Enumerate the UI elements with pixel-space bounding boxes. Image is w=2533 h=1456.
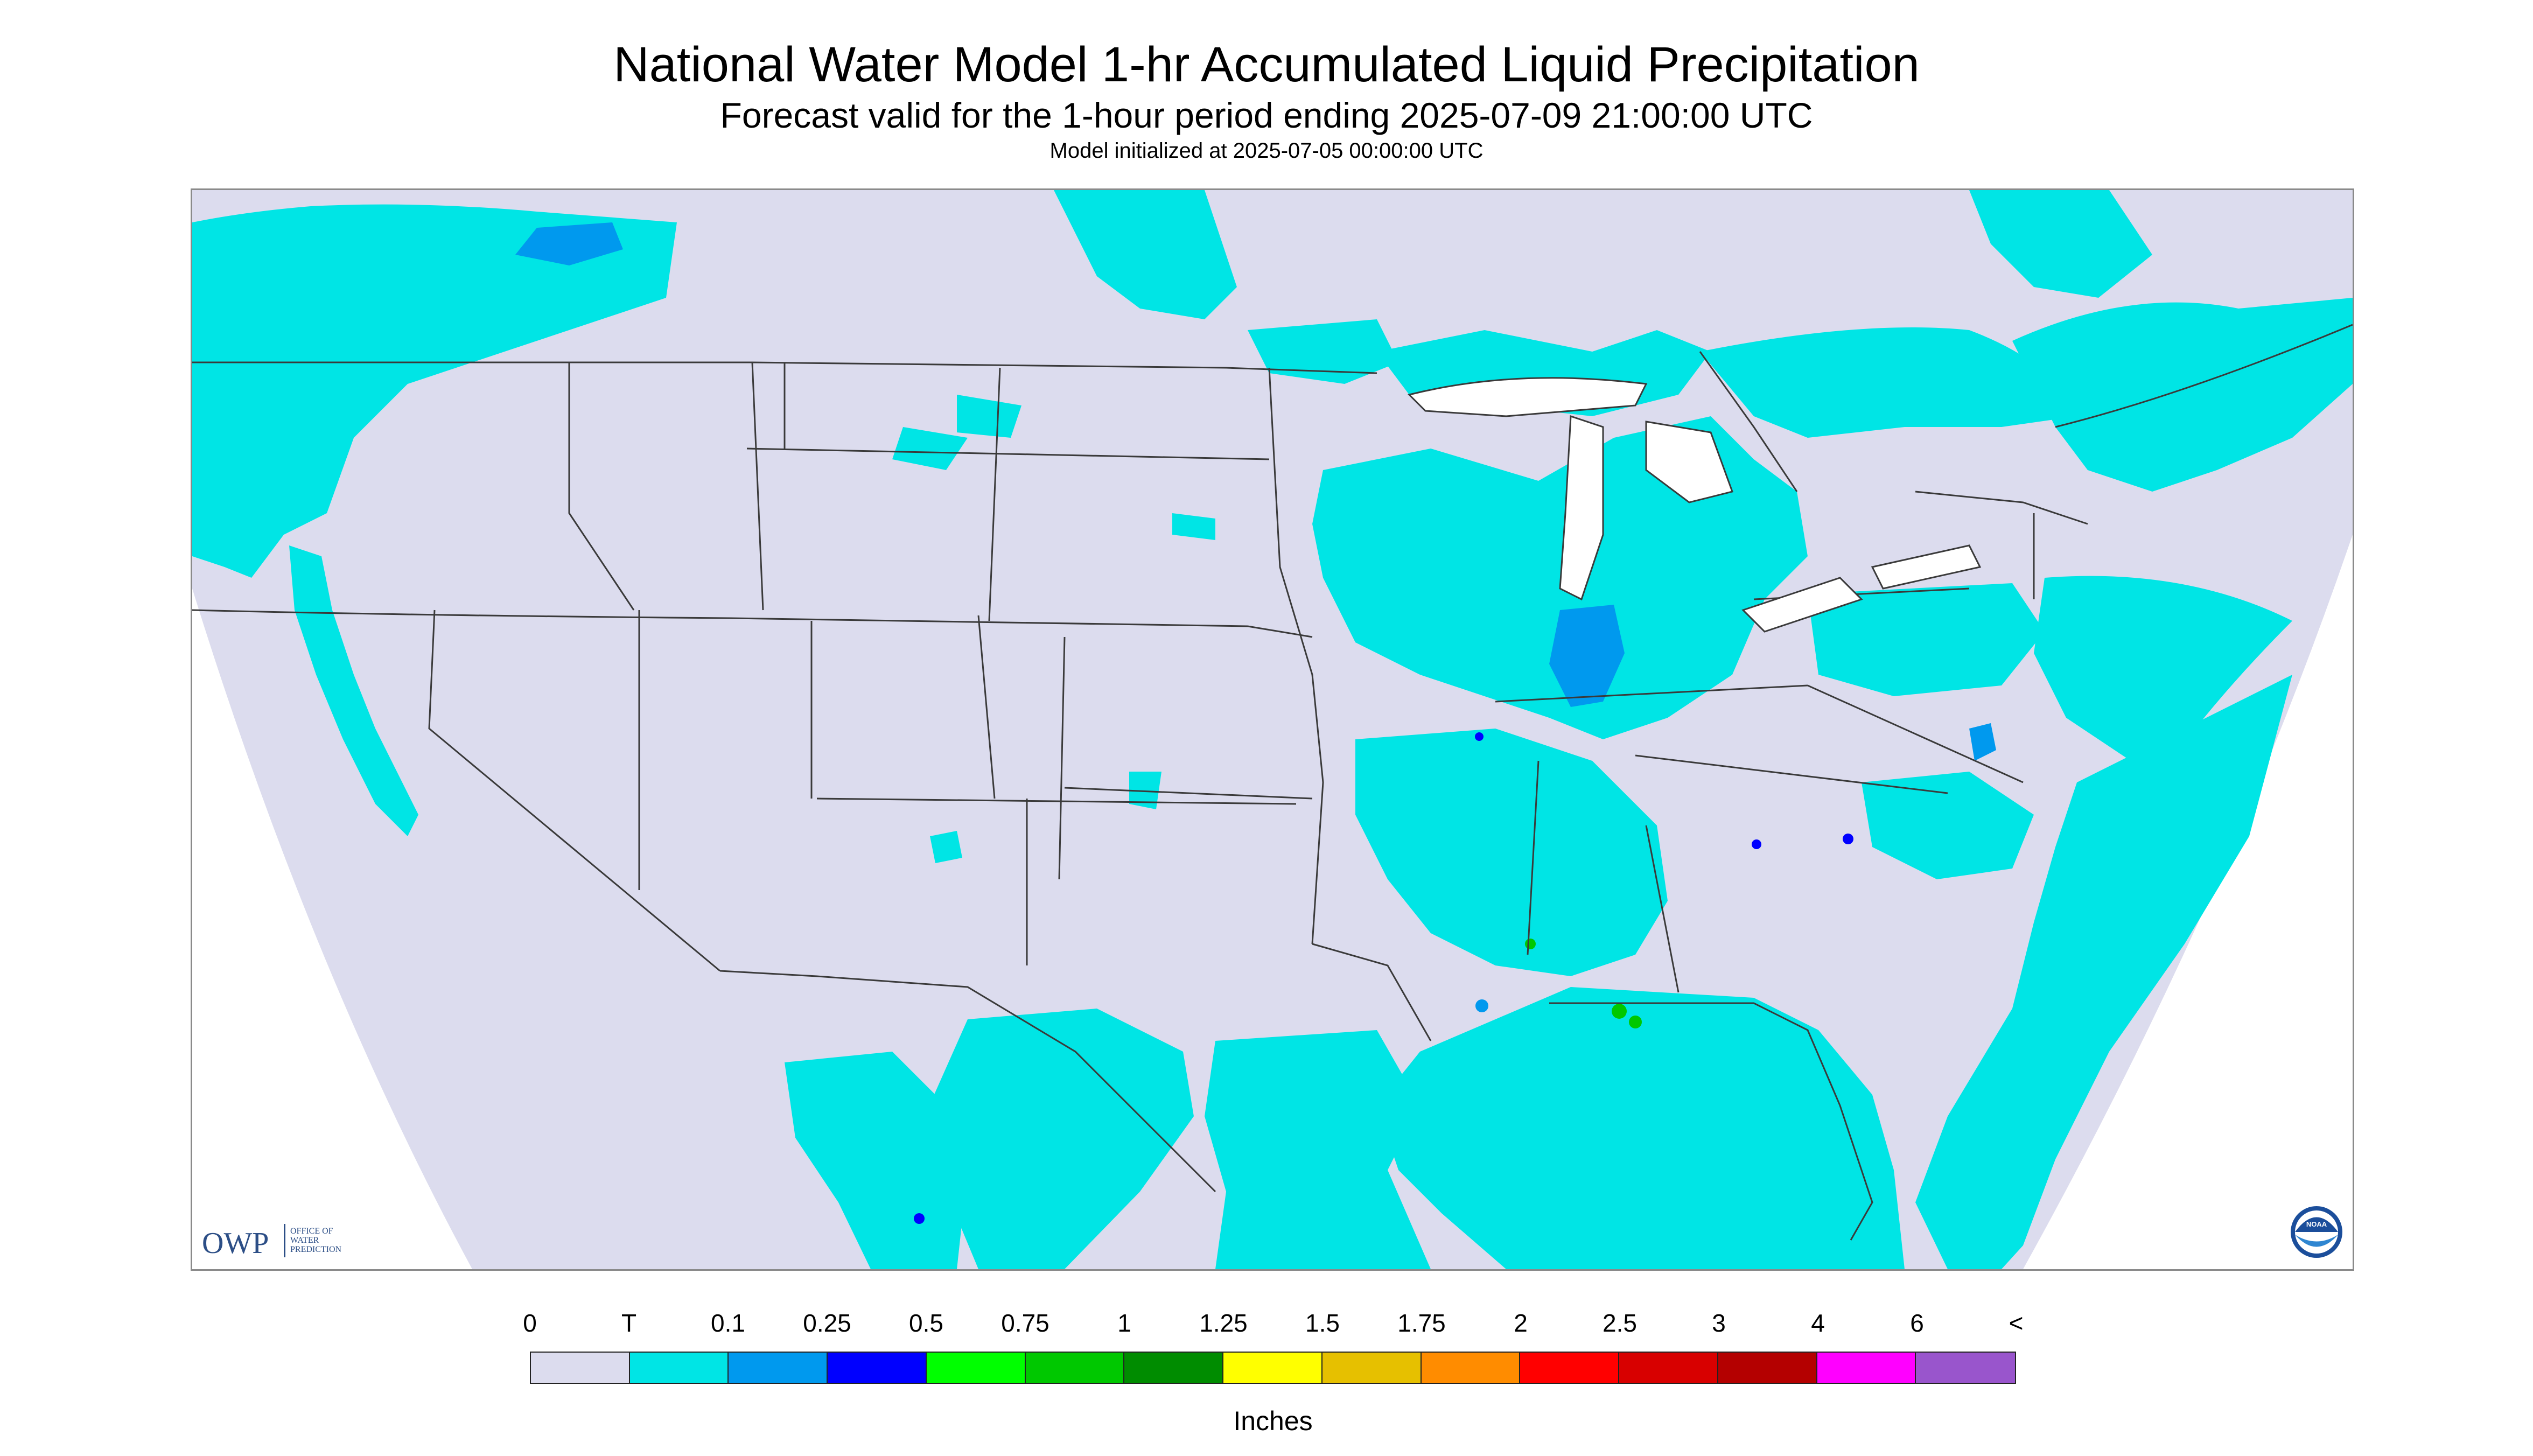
owp-logo-sub-3: PREDICTION	[290, 1245, 342, 1254]
legend-tick-label: 1	[1117, 1309, 1131, 1337]
legend-tick-label: 0.1	[711, 1309, 745, 1337]
heavier-precip-cells	[515, 222, 1996, 1224]
legend-tick-label: T	[621, 1309, 637, 1337]
legend-tick-label: 2	[1514, 1309, 1528, 1337]
owp-logo-divider	[284, 1224, 285, 1257]
legend-swatch	[1817, 1353, 1916, 1383]
legend-tick-label: 3	[1712, 1309, 1726, 1337]
model-domain	[192, 190, 2353, 1269]
legend-tick-label: 0.75	[1001, 1309, 1049, 1337]
legend-swatch	[1322, 1353, 1422, 1383]
map-title: National Water Model 1-hr Accumulated Li…	[613, 37, 1920, 92]
noaa-logo-text: NOAA	[2306, 1220, 2327, 1228]
legend-tick-label: <	[2009, 1309, 2024, 1337]
legend-swatch	[1025, 1353, 1125, 1383]
legend-swatch	[828, 1353, 927, 1383]
owp-logo-sub-1: OFFICE OF	[290, 1227, 333, 1236]
model-init-line: Model initialized at 2025-07-05 00:00:00…	[1049, 139, 1484, 163]
legend-swatch	[629, 1353, 729, 1383]
precipitation-map: OWP OFFICE OF WATER PREDICTION NOAA	[191, 188, 2354, 1271]
legend-tick-label: 1.25	[1199, 1309, 1248, 1337]
owp-logo: OWP OFFICE OF WATER PREDICTION	[202, 1224, 342, 1260]
legend-tick-label: 1.5	[1305, 1309, 1340, 1337]
legend-swatch	[1223, 1353, 1323, 1383]
legend-tick-label: 0.5	[909, 1309, 943, 1337]
noaa-logo: NOAA	[2291, 1206, 2342, 1258]
precip-legend: 0 T 0.1 0.25 0.5 0.75 1 1.25 1.5 1.75 2 2.5 3 4 6 < Inc…	[523, 1308, 2023, 1443]
legend-tick-label: 0	[523, 1309, 537, 1337]
legend-swatch	[1916, 1353, 2016, 1383]
legend-tick-label: 0.25	[803, 1309, 851, 1337]
legend-swatch	[531, 1353, 630, 1383]
political-borders	[192, 324, 2353, 1241]
legend-swatch	[1124, 1353, 1224, 1383]
legend-tick-label: 6	[1910, 1309, 1924, 1337]
great-lakes	[1408, 377, 1982, 633]
trace-precip-areas	[192, 190, 2353, 1269]
legend-colorbar	[530, 1352, 2016, 1384]
legend-swatch	[1619, 1353, 1718, 1383]
map-canvas: OWP OFFICE OF WATER PREDICTION NOAA	[192, 190, 2353, 1269]
owp-logo-text: OWP	[202, 1227, 269, 1260]
legend-swatch	[1520, 1353, 1620, 1383]
forecast-valid-subtitle: Forecast valid for the 1-hour period end…	[720, 95, 1813, 135]
legend-swatch	[1421, 1353, 1521, 1383]
legend-unit-label: Inches	[1233, 1406, 1313, 1436]
legend-swatch	[1718, 1353, 1817, 1383]
legend-swatch	[926, 1353, 1026, 1383]
legend-tick-label: 2.5	[1603, 1309, 1637, 1337]
owp-logo-sub-2: WATER	[290, 1236, 319, 1245]
legend-tick-label: 1.75	[1397, 1309, 1446, 1337]
legend-swatch	[729, 1353, 828, 1383]
legend-tick-label: 4	[1811, 1309, 1825, 1337]
